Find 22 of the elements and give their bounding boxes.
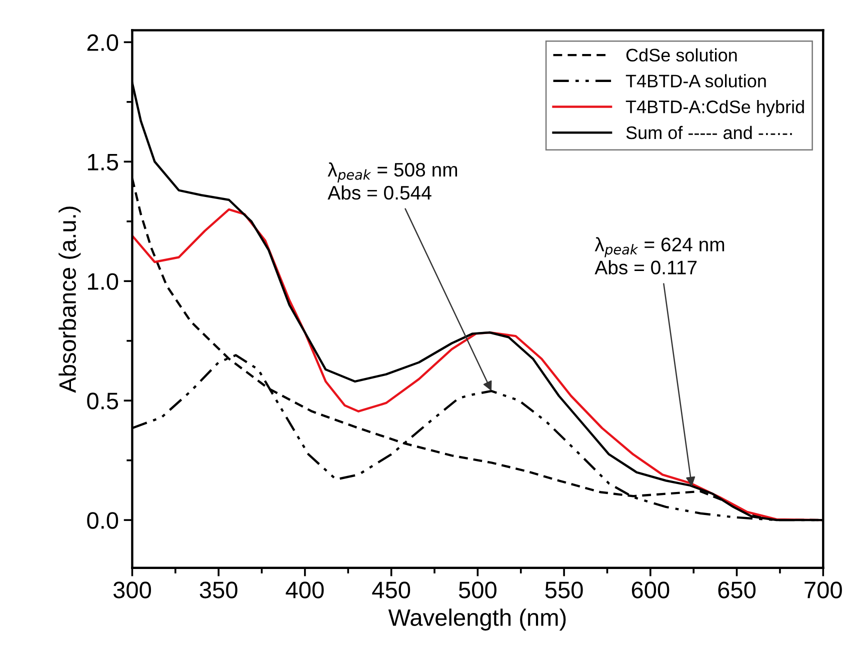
x-tick-label: 400 [286,582,324,598]
x-tick-label: 450 [372,582,410,598]
x-tick-label: 300 [113,582,151,598]
annotation: λ$_{peak}$ = 624 nm Abs = 0.117 [594,237,724,274]
y-axis-title: Absorbance (a.u.) [58,206,81,393]
x-tick-label: 600 [632,582,670,598]
y-tick-label: 1.5 [88,154,118,170]
y-tick-label: 2.0 [87,34,118,51]
legend-label: T4BTD-A:CdSe hybrid [626,100,804,117]
annotation: λ$_{peak}$ = 508 nm Abs = 0.544 [328,162,458,200]
x-tick-label: 500 [458,582,496,598]
legend-label: CdSe solution [626,48,737,62]
y-tick-label: 0.5 [87,392,118,410]
x-tick-label: 700 [804,582,842,598]
x-tick-label: 650 [718,582,756,598]
x-tick-label: 550 [545,582,583,598]
legend-label: T4BTD-A solution [626,74,766,88]
x-axis-title: Wavelength (nm) [388,608,566,631]
y-tick-label: 1.0 [88,273,118,290]
x-tick-label: 350 [200,582,238,598]
legend-label: Sum of ----- and -·-·-· [626,126,792,140]
y-tick-label: 0.0 [87,512,118,529]
